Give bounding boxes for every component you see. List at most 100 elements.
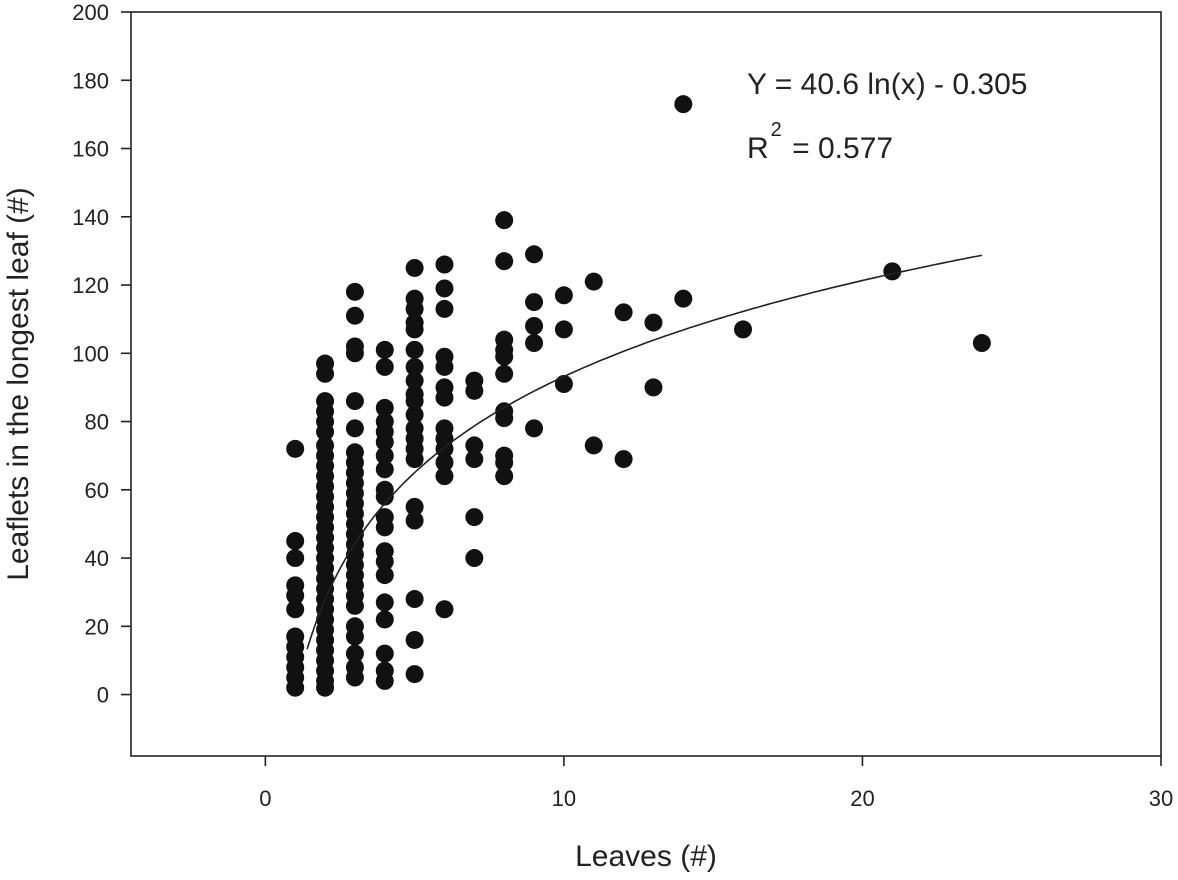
data-point xyxy=(405,357,424,376)
data-point xyxy=(375,340,394,359)
data-point xyxy=(345,644,364,663)
data-point xyxy=(286,600,305,619)
data-point xyxy=(405,320,424,339)
data-point xyxy=(405,392,424,411)
r-squared-value: = 0.577 xyxy=(784,132,893,165)
data-point xyxy=(465,450,484,469)
data-point xyxy=(286,439,305,458)
data-point xyxy=(405,630,424,649)
data-point xyxy=(435,388,454,407)
y-tick-label: 100 xyxy=(72,341,109,366)
x-tick-label: 10 xyxy=(552,786,576,811)
data-point xyxy=(405,590,424,609)
x-tick-label: 30 xyxy=(1149,786,1173,811)
y-axis: 0 20 40 60 80 100 120 140 160 180 200 xyxy=(72,0,131,708)
data-point xyxy=(316,422,335,441)
data-point xyxy=(375,446,394,465)
data-point xyxy=(525,334,544,353)
y-tick-label: 20 xyxy=(85,614,109,639)
data-point xyxy=(525,245,544,264)
data-point xyxy=(495,252,514,271)
y-tick-label: 160 xyxy=(72,137,109,162)
data-point xyxy=(554,320,573,339)
data-point xyxy=(554,375,573,393)
y-tick-label: 120 xyxy=(72,273,109,298)
data-point xyxy=(495,347,514,366)
data-point xyxy=(435,467,454,486)
data-point xyxy=(405,258,424,277)
data-point xyxy=(644,313,663,332)
data-point xyxy=(435,453,454,472)
y-axis-title: Leaflets in the longest leaf (#) xyxy=(2,187,35,581)
data-point xyxy=(405,665,424,684)
data-point xyxy=(375,433,394,452)
r-squared-text: R2 = 0.577 xyxy=(747,119,893,165)
data-point xyxy=(495,467,514,486)
data-point xyxy=(375,460,394,479)
data-point xyxy=(375,552,394,571)
data-point xyxy=(316,678,335,697)
data-point xyxy=(375,487,394,506)
data-point xyxy=(375,593,394,612)
data-point xyxy=(405,299,424,318)
equation-text: Y = 40.6 ln(x) - 0.305 xyxy=(747,68,1027,101)
data-point xyxy=(495,409,514,428)
data-point xyxy=(405,450,424,469)
data-point xyxy=(435,279,454,298)
y-tick-label: 80 xyxy=(85,410,109,435)
data-point xyxy=(375,398,394,417)
y-tick-label: 200 xyxy=(72,0,109,25)
data-point xyxy=(734,320,753,339)
data-point xyxy=(345,627,364,646)
data-point xyxy=(375,566,394,585)
data-point xyxy=(525,419,544,438)
data-point xyxy=(495,364,514,383)
data-point xyxy=(345,282,364,301)
data-point xyxy=(405,340,424,359)
r-squared-superscript: 2 xyxy=(771,119,782,141)
data-point xyxy=(375,518,394,537)
data-point xyxy=(525,316,544,335)
x-axis-title: Leaves (#) xyxy=(575,840,717,873)
data-point xyxy=(495,453,514,472)
data-point xyxy=(435,299,454,318)
data-point xyxy=(614,303,633,322)
data-point xyxy=(883,262,902,281)
data-point xyxy=(674,95,693,114)
data-point xyxy=(286,531,305,550)
data-point xyxy=(405,405,424,424)
data-point xyxy=(286,678,305,697)
data-point xyxy=(405,511,424,530)
data-point xyxy=(465,549,484,568)
data-point xyxy=(345,596,364,615)
data-point xyxy=(674,289,693,308)
data-point xyxy=(614,450,633,469)
data-point xyxy=(972,334,991,353)
data-points xyxy=(286,95,991,697)
plot-frame xyxy=(130,11,1162,757)
data-point xyxy=(435,357,454,376)
data-point xyxy=(435,600,454,619)
x-axis: 0 10 20 30 xyxy=(259,756,1173,811)
data-point xyxy=(525,293,544,312)
data-point xyxy=(375,357,394,376)
data-point xyxy=(554,286,573,305)
y-tick-label: 60 xyxy=(85,478,109,503)
data-point xyxy=(345,668,364,687)
data-point xyxy=(465,381,484,400)
data-point xyxy=(345,306,364,325)
data-point xyxy=(495,211,514,230)
data-point xyxy=(375,671,394,690)
data-point xyxy=(345,392,364,411)
data-point xyxy=(286,586,305,605)
data-point xyxy=(465,508,484,527)
data-point xyxy=(584,436,603,455)
x-tick-label: 20 xyxy=(850,786,874,811)
data-point xyxy=(405,497,424,516)
data-point xyxy=(465,436,484,455)
data-point xyxy=(286,549,305,568)
y-tick-label: 140 xyxy=(72,205,109,230)
data-point xyxy=(435,255,454,274)
y-tick-label: 180 xyxy=(72,68,109,93)
